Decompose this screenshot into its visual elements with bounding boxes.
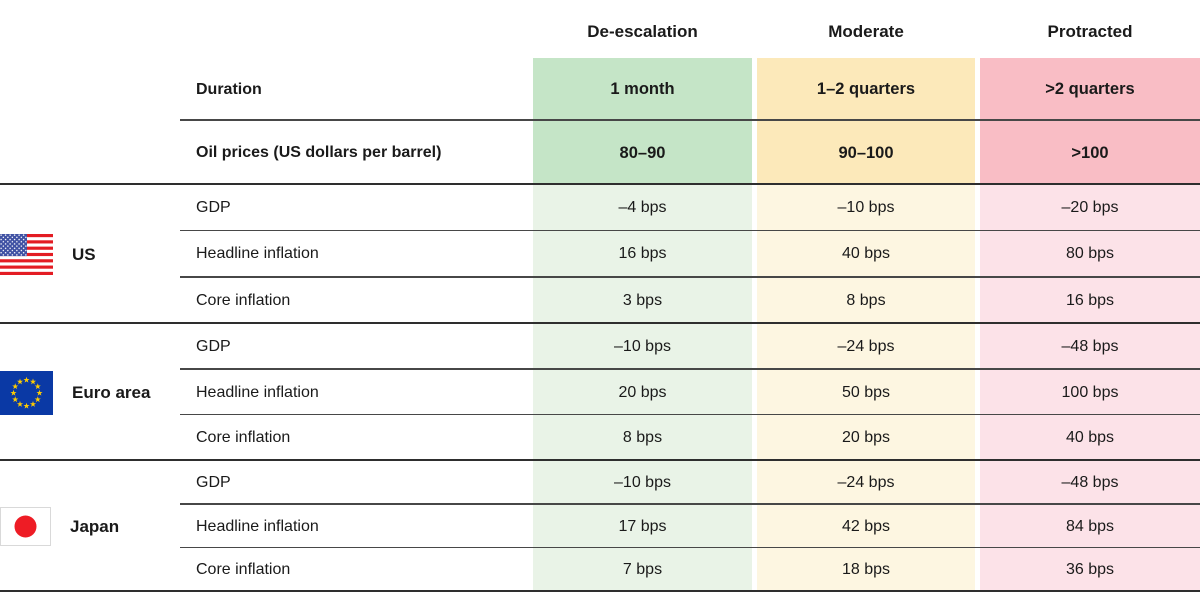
value-cell: 84 bps (980, 504, 1200, 549)
row-label: GDP (196, 473, 231, 491)
euro-area-headline-inflation-row: Headline inflation 20 bps 50 bps 100 bps (180, 369, 1200, 416)
row-label: Core inflation (196, 561, 291, 579)
value-cell: –10 bps (533, 324, 752, 370)
row-label: GDP (196, 199, 231, 217)
us-headline-inflation-row: Headline inflation 16 bps 40 bps 80 bps (180, 231, 1200, 278)
value-cell: 42 bps (757, 504, 975, 549)
value-cell: 20 bps (757, 415, 975, 462)
value-cell: –48 bps (980, 461, 1200, 505)
value-cell: 7 bps (533, 548, 752, 593)
duration-protracted: >2 quarters (980, 58, 1200, 121)
region-cell-japan: Japan (0, 461, 180, 592)
us-gdp-row: GDP –4 bps –10 bps –20 bps (180, 185, 1200, 232)
value-cell: 16 bps (980, 277, 1200, 324)
duration-label: Duration (196, 80, 262, 98)
value-cell: 16 bps (533, 231, 752, 278)
row-label: GDP (196, 337, 231, 355)
scenario-header-protracted: Protracted (1047, 22, 1133, 41)
region-name-euro-area: Euro area (72, 382, 151, 402)
value-cell: –4 bps (533, 185, 752, 232)
region-cell-euro-area: Euro area (0, 324, 180, 461)
value-cell: –48 bps (980, 324, 1200, 370)
row-label: Headline inflation (196, 517, 319, 535)
value-cell: 50 bps (757, 369, 975, 416)
oil-prices-row: Oil prices (US dollars per barrel) 80–90… (0, 121, 1200, 185)
oil-prices-label: Oil prices (US dollars per barrel) (196, 144, 442, 161)
oil-price-de-escalation: 80–90 (533, 121, 752, 185)
euro-area-core-inflation-row: Core inflation 8 bps 20 bps 40 bps (180, 415, 1200, 462)
duration-row: Duration 1 month 1–2 quarters >2 quarter… (0, 58, 1200, 121)
row-label: Headline inflation (196, 245, 319, 263)
japan-headline-inflation-row: Headline inflation 17 bps 42 bps 84 bps (180, 504, 1200, 549)
japan-core-inflation-row: Core inflation 7 bps 18 bps 36 bps (180, 548, 1200, 593)
row-label: Core inflation (196, 429, 291, 447)
value-cell: 80 bps (980, 231, 1200, 278)
value-cell: 36 bps (980, 548, 1200, 593)
euro-area-gdp-row: GDP –10 bps –24 bps –48 bps (180, 324, 1200, 370)
value-cell: 8 bps (757, 277, 975, 324)
japan-gdp-row: GDP –10 bps –24 bps –48 bps (180, 461, 1200, 505)
value-cell: 17 bps (533, 504, 752, 549)
value-cell: 3 bps (533, 277, 752, 324)
region-section-euro-area: Euro area GDP –10 bps –24 bps –48 bps He… (0, 324, 1200, 462)
scenario-header-row: De-escalation Moderate Protracted (0, 0, 1200, 58)
region-section-japan: Japan GDP –10 bps –24 bps –48 bps Headli… (0, 461, 1200, 593)
value-cell: –10 bps (533, 461, 752, 505)
eu-flag-icon (0, 370, 53, 415)
oil-price-protracted: >100 (980, 121, 1200, 185)
row-label: Core inflation (196, 291, 291, 309)
value-cell: –24 bps (757, 461, 975, 505)
japan-flag-icon (0, 507, 51, 546)
value-cell: –24 bps (757, 324, 975, 370)
region-name-us: US (72, 244, 96, 264)
value-cell: 8 bps (533, 415, 752, 462)
oil-price-moderate: 90–100 (757, 121, 975, 185)
us-core-inflation-row: Core inflation 3 bps 8 bps 16 bps (180, 277, 1200, 324)
value-cell: –20 bps (980, 185, 1200, 232)
duration-de-escalation: 1 month (533, 58, 752, 121)
value-cell: 40 bps (757, 231, 975, 278)
value-cell: –10 bps (757, 185, 975, 232)
region-name-japan: Japan (70, 516, 120, 536)
duration-moderate: 1–2 quarters (757, 58, 975, 121)
value-cell: 40 bps (980, 415, 1200, 462)
region-section-us: US GDP –4 bps –10 bps –20 bps Headline i… (0, 185, 1200, 324)
region-cell-us: US (0, 185, 180, 324)
value-cell: 18 bps (757, 548, 975, 593)
value-cell: 20 bps (533, 369, 752, 416)
scenario-header-de-escalation: De-escalation (587, 22, 698, 41)
scenario-header-moderate: Moderate (828, 22, 904, 41)
row-label: Headline inflation (196, 383, 319, 401)
us-flag-icon (0, 234, 53, 275)
value-cell: 100 bps (980, 369, 1200, 416)
